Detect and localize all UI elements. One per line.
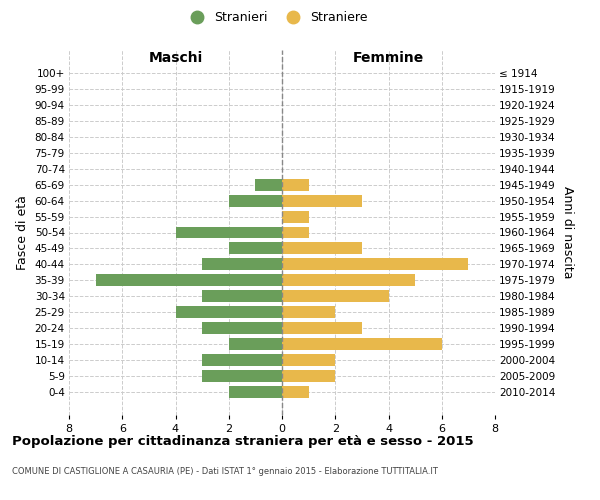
Bar <box>282 178 308 190</box>
Bar <box>229 194 282 206</box>
Bar <box>202 290 282 302</box>
Bar <box>282 386 308 398</box>
Bar <box>282 306 335 318</box>
Bar <box>202 258 282 270</box>
Bar <box>282 226 308 238</box>
Text: Maschi: Maschi <box>148 51 203 65</box>
Bar <box>256 178 282 190</box>
Text: COMUNE DI CASTIGLIONE A CASAURIA (PE) - Dati ISTAT 1° gennaio 2015 - Elaborazion: COMUNE DI CASTIGLIONE A CASAURIA (PE) - … <box>12 468 438 476</box>
Bar <box>282 258 469 270</box>
Bar <box>229 242 282 254</box>
Bar <box>282 242 362 254</box>
Bar <box>229 338 282 350</box>
Y-axis label: Anni di nascita: Anni di nascita <box>562 186 574 279</box>
Bar <box>176 226 282 238</box>
Bar <box>282 210 308 222</box>
Bar <box>95 274 282 286</box>
Bar <box>202 322 282 334</box>
Bar <box>282 194 362 206</box>
Bar <box>282 370 335 382</box>
Bar <box>282 274 415 286</box>
Bar <box>229 386 282 398</box>
Bar <box>282 290 389 302</box>
Bar <box>282 354 335 366</box>
Bar <box>202 370 282 382</box>
Text: Femmine: Femmine <box>353 51 424 65</box>
Legend: Stranieri, Straniere: Stranieri, Straniere <box>179 6 373 29</box>
Text: Popolazione per cittadinanza straniera per età e sesso - 2015: Popolazione per cittadinanza straniera p… <box>12 435 473 448</box>
Bar <box>282 322 362 334</box>
Bar <box>176 306 282 318</box>
Bar <box>282 338 442 350</box>
Y-axis label: Fasce di età: Fasce di età <box>16 195 29 270</box>
Bar <box>202 354 282 366</box>
